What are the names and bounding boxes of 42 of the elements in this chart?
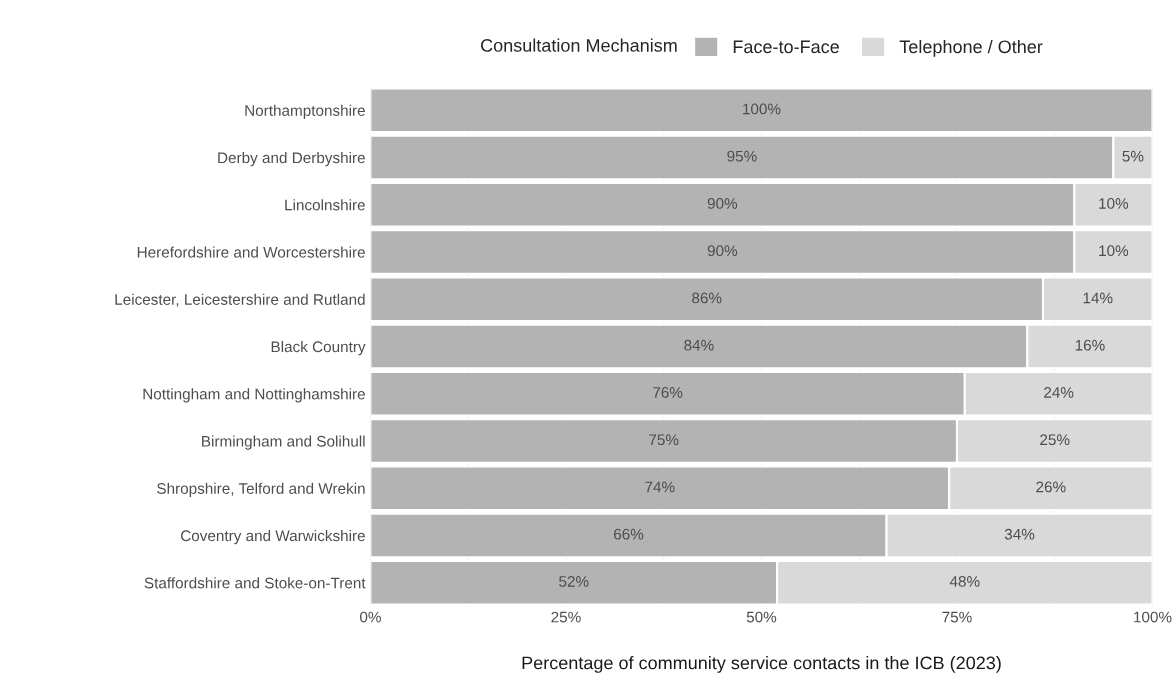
data-label: 5% [1122,150,1144,162]
bar [370,87,1153,134]
y-tick-label: Leicester, Leicestershire and Rutland [115,293,365,307]
data-label: 100% [743,103,781,115]
y-tick-label: Herefordshire and Worcestershire [137,246,365,258]
y-tick-label: Birmingham and Solihull [202,435,365,450]
data-label: 90% [707,198,738,209]
y-tick-label: Staffordshire and Stoke-on-Trent [144,577,366,589]
data-label: 66% [614,528,644,540]
y-tick-label: Shropshire, Telford and Wrekin [157,482,365,497]
y-tick-label: Nottingham and Nottinghamshire [143,388,365,403]
data-label: 95% [727,150,757,162]
data-label: 24% [1044,387,1074,398]
data-label: 10% [1099,198,1129,209]
y-tick-label: Lincolnshire [285,199,365,211]
data-label: 84% [684,339,714,351]
data-label: 75% [649,434,679,446]
data-label: 76% [653,387,683,398]
data-label: 10% [1099,245,1129,257]
y-tick-label: Black Country [271,340,366,356]
data-label: 14% [1083,292,1113,304]
data-label: 25% [1040,434,1070,446]
data-label: 90% [707,245,738,257]
data-label: 74% [645,481,675,493]
data-label: 48% [949,576,980,587]
data-label: 26% [1036,481,1066,493]
y-tick-label: Northamptonshire [245,104,365,119]
data-label: 16% [1075,339,1105,351]
y-tick-label: Coventry and Warwickshire [181,529,365,545]
legend-label: Telephone / Other [899,39,1043,57]
data-label: 86% [692,292,722,304]
legend-title: Consultation Mechanism [481,38,677,52]
x-tick-label: 25% [551,611,581,623]
x-axis-title: Percentage of community service contacts in the ICB (2023) [522,656,1001,673]
x-tick-label: 50% [746,611,777,623]
data-label: 52% [559,576,589,587]
x-tick-label: 0% [360,611,381,623]
y-tick-label: Derby and Derbyshire [218,151,365,167]
data-label: 34% [1004,528,1035,540]
legend-label: Face-to-Face [733,40,839,54]
x-tick-label: 100% [1134,611,1172,623]
x-tick-label: 75% [942,611,972,623]
